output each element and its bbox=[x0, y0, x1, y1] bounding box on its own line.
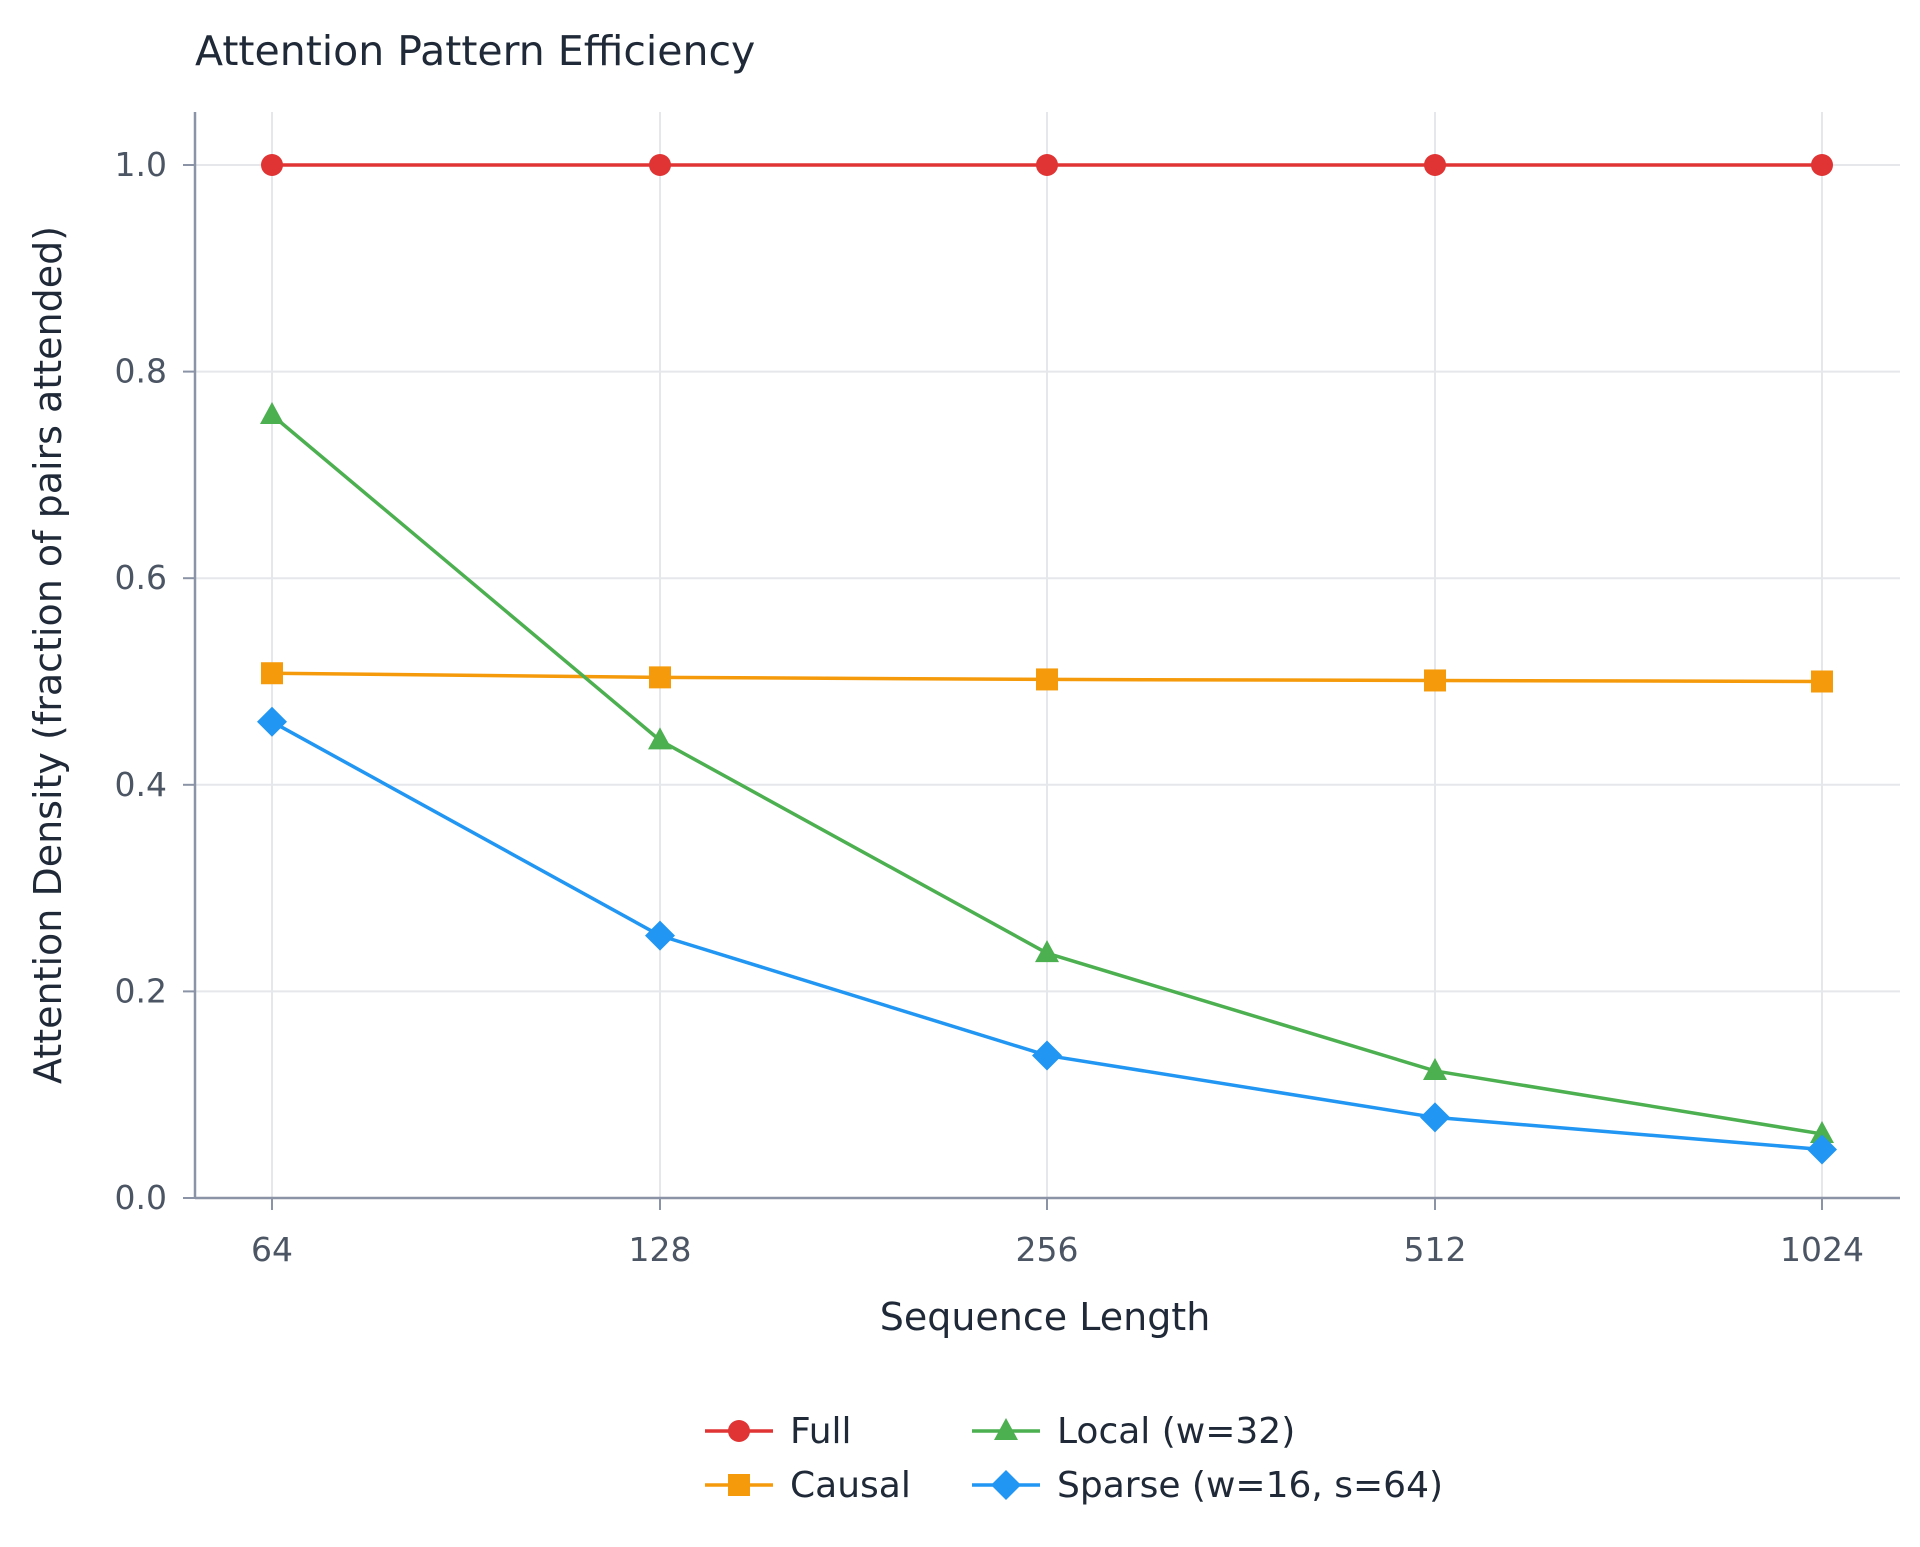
y-tick-label: 0.4 bbox=[115, 765, 167, 804]
legend-item: Full bbox=[705, 1411, 852, 1452]
data-point bbox=[260, 401, 284, 424]
x-tick-label: 256 bbox=[1016, 1230, 1079, 1269]
x-tick-label: 64 bbox=[251, 1230, 293, 1269]
y-tick-label: 0.2 bbox=[115, 971, 167, 1010]
legend-item: Sparse (w=16, s=64) bbox=[972, 1465, 1443, 1506]
data-point bbox=[1032, 1040, 1062, 1071]
data-point bbox=[1035, 940, 1059, 963]
legend-label: Sparse (w=16, s=64) bbox=[1057, 1465, 1443, 1506]
series-local bbox=[260, 401, 1834, 1143]
y-tick-label: 1.0 bbox=[115, 145, 167, 184]
y-tick-label: 0.0 bbox=[115, 1178, 167, 1217]
data-point bbox=[1420, 1102, 1450, 1133]
legend-label: Full bbox=[790, 1411, 852, 1452]
x-tick-label: 1024 bbox=[1780, 1230, 1864, 1269]
y-tick-label: 0.8 bbox=[115, 352, 167, 391]
data-point bbox=[1424, 154, 1446, 176]
data-point bbox=[257, 706, 287, 737]
data-point bbox=[1811, 154, 1833, 176]
grid bbox=[195, 112, 1900, 1198]
series-causal bbox=[261, 662, 1833, 693]
x-axis-label: Sequence Length bbox=[880, 1295, 1211, 1339]
data-point bbox=[1810, 1120, 1834, 1143]
legend-label: Local (w=32) bbox=[1057, 1411, 1295, 1452]
series-full bbox=[261, 154, 1833, 176]
legend-marker bbox=[728, 1474, 750, 1496]
data-point bbox=[645, 920, 675, 951]
data-point bbox=[1807, 1134, 1837, 1165]
data-point bbox=[1036, 668, 1058, 691]
data-point bbox=[649, 154, 671, 176]
data-point bbox=[1423, 1057, 1447, 1080]
legend-marker bbox=[728, 1420, 750, 1442]
data-point bbox=[261, 662, 283, 685]
axes: 0.0 0.2 0.4 0.6 0.8 1.0 64 128 256 512 1024 bbox=[115, 112, 1900, 1269]
legend-item: Causal bbox=[705, 1465, 911, 1506]
x-tick-label: 512 bbox=[1404, 1230, 1467, 1269]
data-point bbox=[649, 666, 671, 689]
data-point bbox=[1811, 670, 1833, 693]
chart-title: Attention Pattern Efficiency bbox=[195, 27, 755, 75]
legend-label: Causal bbox=[790, 1465, 911, 1506]
legend-item: Local (w=32) bbox=[972, 1411, 1295, 1452]
data-point bbox=[648, 727, 672, 750]
y-tick-label: 0.6 bbox=[115, 558, 167, 597]
legend-marker bbox=[994, 1418, 1018, 1440]
data-point bbox=[1424, 669, 1446, 692]
legend-marker bbox=[991, 1470, 1021, 1500]
y-axis-label: Attention Density (fraction of pairs att… bbox=[26, 226, 70, 1084]
data-point bbox=[1036, 154, 1058, 176]
series-sparse bbox=[257, 706, 1837, 1165]
legend: Full Causal Local (w=32) Sparse (w=16, s=64… bbox=[705, 1411, 1443, 1506]
x-tick-label: 128 bbox=[629, 1230, 692, 1269]
series-layer bbox=[257, 154, 1837, 1165]
data-point bbox=[261, 154, 283, 176]
